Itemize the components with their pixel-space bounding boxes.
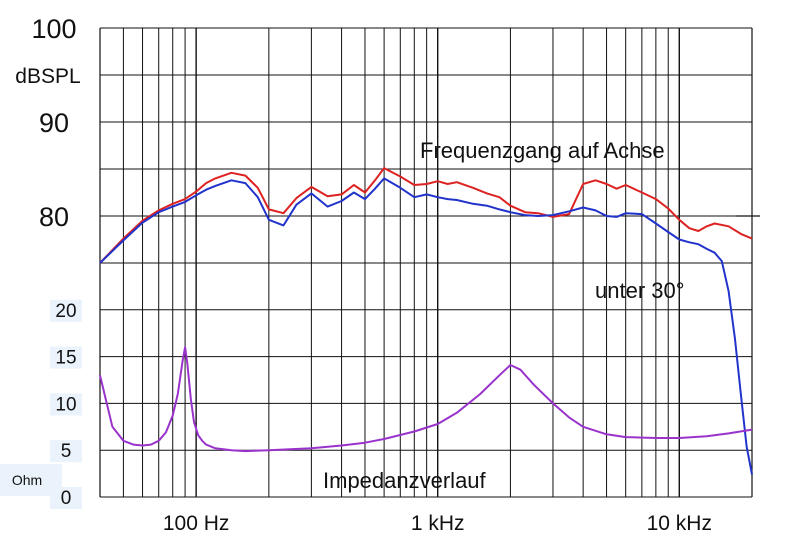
series-line-2 xyxy=(99,177,753,475)
x-tick-label: 1 kHz xyxy=(411,512,465,535)
y-axis-ticks: 100 90 80 20 15 10 5 0 xyxy=(31,14,82,509)
impedance-tick-label: 15 xyxy=(55,348,76,369)
impedance-tick-label: 10 xyxy=(55,394,76,415)
spl-tick-label: 90 xyxy=(39,108,69,138)
spl-tick-label: 100 xyxy=(31,14,76,44)
x-axis-ticks: 100 Hz 1 kHz 10 kHz xyxy=(163,512,712,535)
chart-grid xyxy=(99,27,760,498)
impedance-unit-label: Ohm xyxy=(12,472,42,488)
spl-tick-label: 80 xyxy=(39,202,69,232)
impedance-tick-bg xyxy=(50,346,82,369)
impedance-tick-bg xyxy=(50,393,82,416)
impedance-tick-label: 20 xyxy=(55,301,76,322)
on-axis-annotation: Frequenzgang auf Achse xyxy=(420,138,665,163)
impedance-tick-label: 0 xyxy=(61,488,72,509)
x-tick-label: 100 Hz xyxy=(163,512,230,535)
spl-unit-label: dBSPL xyxy=(15,65,80,88)
impedance-tick-bg xyxy=(50,299,82,322)
impedance-tick-bg xyxy=(50,440,82,463)
series-line-3 xyxy=(99,346,753,453)
series-line-1 xyxy=(99,167,753,264)
impedance-annotation: Impedanzverlauf xyxy=(323,468,487,493)
chart-series xyxy=(99,167,753,475)
x-tick-label: 10 kHz xyxy=(647,512,712,535)
off-axis-annotation: unter 30° xyxy=(595,278,685,303)
impedance-tick-label: 5 xyxy=(61,441,72,462)
impedance-tick-bg xyxy=(50,487,82,509)
